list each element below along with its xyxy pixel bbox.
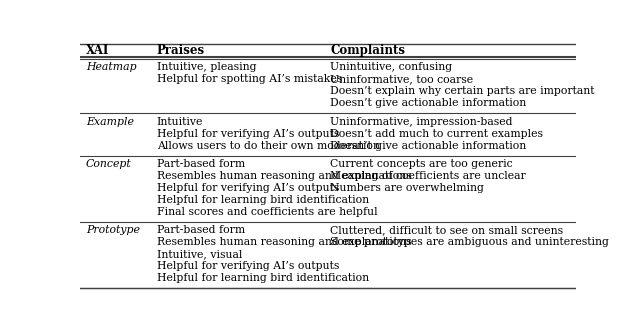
Text: Unintuitive, confusing: Unintuitive, confusing — [330, 63, 452, 72]
Text: Heatmap: Heatmap — [86, 63, 136, 72]
Text: Prototype: Prototype — [86, 225, 140, 235]
Text: Helpful for spotting AI’s mistakes: Helpful for spotting AI’s mistakes — [157, 74, 342, 84]
Text: Uninformative, impression-based: Uninformative, impression-based — [330, 117, 513, 127]
Text: Helpful for learning bird identification: Helpful for learning bird identification — [157, 195, 369, 205]
Text: Part-based form: Part-based form — [157, 159, 245, 169]
Text: Concept: Concept — [86, 159, 132, 169]
Text: Uninformative, too coarse: Uninformative, too coarse — [330, 74, 474, 84]
Text: Current concepts are too generic: Current concepts are too generic — [330, 159, 513, 169]
Text: Final scores and coefficients are helpful: Final scores and coefficients are helpfu… — [157, 207, 378, 217]
Text: Intuitive: Intuitive — [157, 117, 204, 127]
Text: Doesn’t give actionable information: Doesn’t give actionable information — [330, 98, 527, 108]
Text: Allows users to do their own moderation: Allows users to do their own moderation — [157, 140, 380, 151]
Text: Meaning of coefficients are unclear: Meaning of coefficients are unclear — [330, 171, 526, 181]
Text: Resembles human reasoning and explanations: Resembles human reasoning and explanatio… — [157, 171, 412, 181]
Text: XAI: XAI — [86, 44, 109, 57]
Text: Doesn’t give actionable information: Doesn’t give actionable information — [330, 140, 527, 151]
Text: Intuitive, pleasing: Intuitive, pleasing — [157, 63, 257, 72]
Text: Helpful for verifying AI’s outputs: Helpful for verifying AI’s outputs — [157, 261, 339, 271]
Text: Helpful for learning bird identification: Helpful for learning bird identification — [157, 273, 369, 283]
Text: Praises: Praises — [157, 44, 205, 57]
Text: Helpful for verifying AI’s outputs: Helpful for verifying AI’s outputs — [157, 183, 339, 193]
Text: Some prototypes are ambiguous and uninteresting: Some prototypes are ambiguous and uninte… — [330, 237, 609, 247]
Text: Complaints: Complaints — [330, 44, 406, 57]
Text: Numbers are overwhelming: Numbers are overwhelming — [330, 183, 484, 193]
Text: Part-based form: Part-based form — [157, 225, 245, 235]
Text: Cluttered, difficult to see on small screens: Cluttered, difficult to see on small scr… — [330, 225, 564, 235]
Text: Intuitive, visual: Intuitive, visual — [157, 249, 243, 259]
Text: Helpful for verifying AI’s outputs: Helpful for verifying AI’s outputs — [157, 129, 339, 139]
Text: Doesn’t add much to current examples: Doesn’t add much to current examples — [330, 129, 543, 139]
Text: Example: Example — [86, 117, 134, 127]
Text: Doesn’t explain why certain parts are important: Doesn’t explain why certain parts are im… — [330, 86, 595, 96]
Text: Resembles human reasoning and explanations: Resembles human reasoning and explanatio… — [157, 237, 412, 247]
